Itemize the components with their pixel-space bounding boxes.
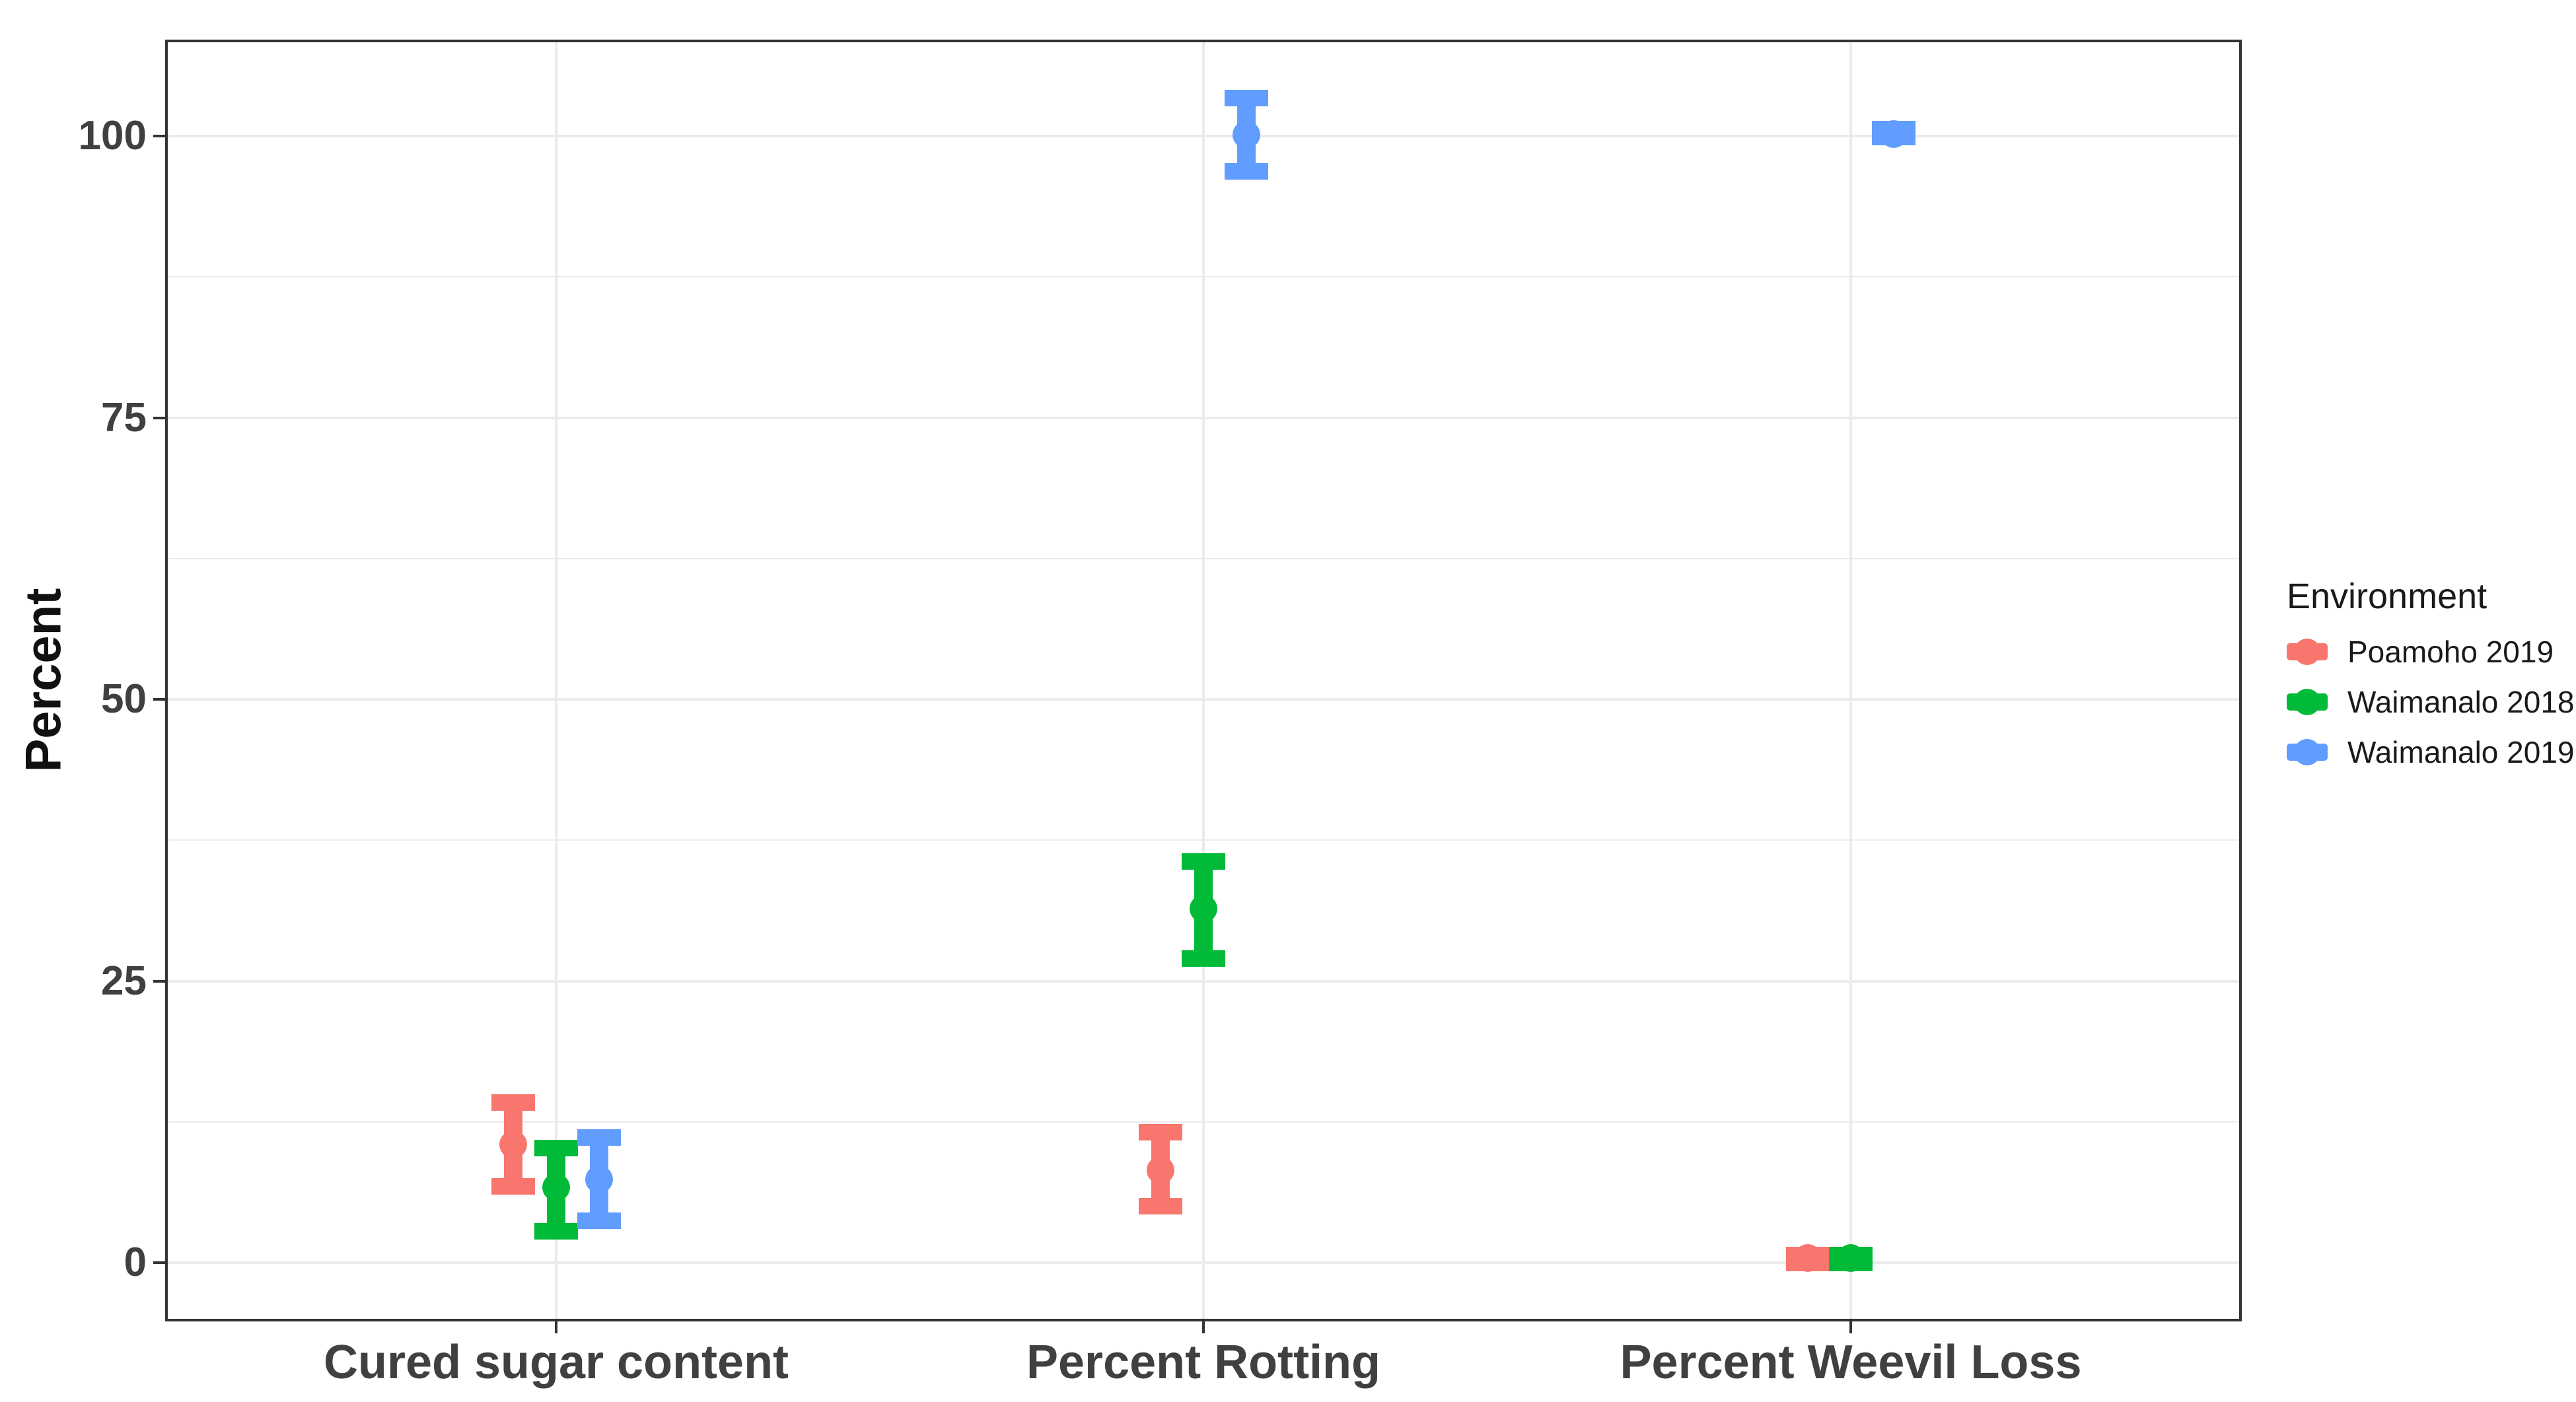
x-tick (1202, 1320, 1205, 1333)
gridline-x-major (1849, 41, 1852, 1320)
legend-item-label: Poamoho 2019 (2347, 635, 2554, 669)
legend-item: Waimanalo 2019 (2287, 732, 2575, 773)
pointrange-poamoho-2019-cap-bottom (491, 1177, 535, 1195)
pointrange-key-icon (2287, 636, 2328, 668)
pointrange-waimanalo-2019-cap-top (577, 1129, 621, 1146)
pointrange-waimanalo-2019-cap-bottom (1225, 162, 1268, 180)
legend-item: Poamoho 2019 (2287, 631, 2575, 672)
pointrange-waimanalo-2019-point (1233, 121, 1260, 149)
x-category-label: Percent Weevil Loss (1620, 1336, 2082, 1389)
pointrange-waimanalo-2018-cap-bottom (534, 1222, 578, 1240)
y-tick (153, 1261, 166, 1264)
x-category-label: Cured sugar content (323, 1336, 789, 1389)
pointrange-waimanalo-2019-cap-bottom (577, 1212, 621, 1230)
gridline-x-major (1202, 41, 1205, 1320)
pointrange-waimanalo-2019-point (585, 1165, 613, 1193)
pointrange-poamoho-2019-cap-bottom (1139, 1198, 1182, 1215)
legend-item-label: Waimanalo 2018 (2347, 685, 2575, 719)
legend-item: Waimanalo 2018 (2287, 682, 2575, 722)
y-tick-label: 100 (78, 113, 147, 159)
key-dot (2294, 639, 2320, 665)
pointrange-waimanalo-2019-cap-top (1225, 89, 1268, 106)
y-tick (153, 416, 166, 419)
pointrange-poamoho-2019-cap-top (491, 1094, 535, 1111)
legend-title: Environment (2287, 577, 2487, 616)
pointrange-key-icon (2287, 736, 2328, 768)
pointrange-poamoho-2019-point (1147, 1156, 1174, 1185)
pointrange-waimanalo-2018-point (1190, 895, 1217, 923)
y-tick-label: 50 (101, 676, 147, 722)
x-tick (1849, 1320, 1852, 1333)
legend-item-label: Waimanalo 2019 (2347, 735, 2575, 769)
legend-items: Poamoho 2019 Waimanalo 2018 Waimanalo 2019 (2287, 631, 2575, 773)
pointrange-poamoho-2019-cap-top (1139, 1123, 1182, 1140)
gridline-x-major (555, 41, 557, 1320)
pointrange-waimanalo-2018-cap-top (1182, 853, 1225, 870)
y-tick (153, 979, 166, 983)
y-axis-title: Percent (15, 588, 72, 773)
y-tick-label: 75 (101, 394, 147, 440)
pointrange-waimanalo-2018-point (1837, 1244, 1865, 1273)
pointrange-waimanalo-2019-point (1880, 120, 1908, 148)
pointrange-poamoho-2019-point (499, 1130, 527, 1158)
x-tick (555, 1320, 557, 1333)
y-tick-label: 25 (101, 958, 147, 1004)
pointrange-waimanalo-2018-point (542, 1173, 570, 1201)
pointrange-poamoho-2019-point (1794, 1244, 1822, 1273)
key-dot (2294, 689, 2320, 715)
legend: Environment Poamoho 2019 Waimanalo 2018 Wa… (2287, 576, 2575, 782)
key-dot (2294, 739, 2320, 765)
y-tick (153, 698, 166, 701)
x-category-label: Percent Rotting (1026, 1336, 1381, 1389)
pointrange-key-icon (2287, 686, 2328, 718)
panel-border (165, 40, 2242, 1321)
y-tick-label: 0 (124, 1240, 147, 1285)
pointrange-waimanalo-2018-cap-top (534, 1139, 578, 1156)
y-tick (153, 135, 166, 138)
pointrange-waimanalo-2018-cap-bottom (1182, 950, 1225, 967)
